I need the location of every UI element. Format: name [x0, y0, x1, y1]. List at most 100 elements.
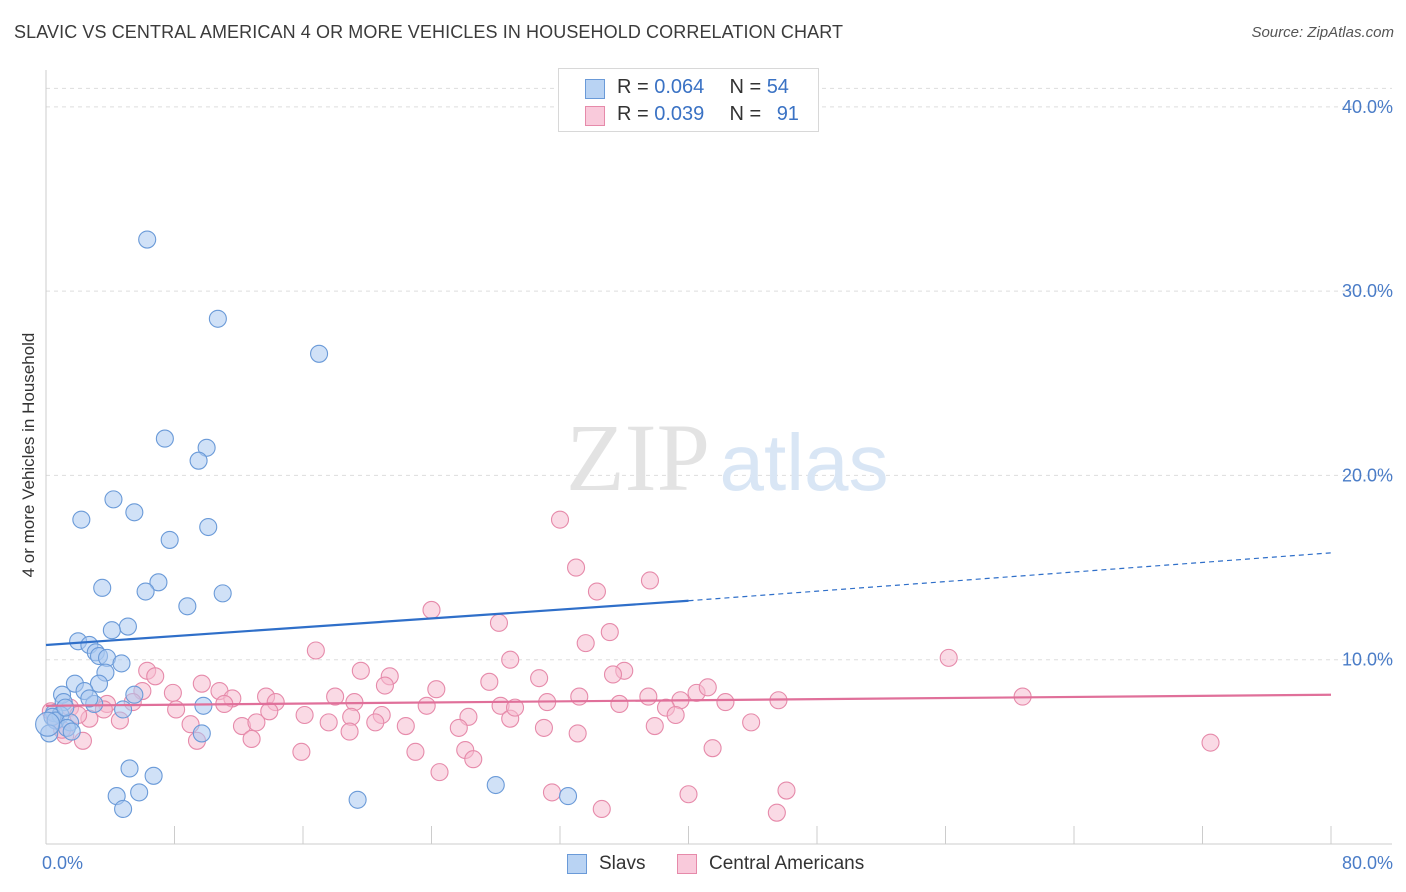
slavs-point [72, 510, 91, 529]
slavs-point [120, 759, 139, 778]
central-american-point [306, 641, 325, 660]
slavs-point [160, 530, 179, 549]
central-american-point [192, 674, 211, 693]
central-american-point [645, 717, 664, 736]
legend-swatch-slavs [585, 79, 605, 99]
central-american-point [587, 582, 606, 601]
central-american-point [295, 705, 314, 725]
slavs-point [558, 787, 578, 806]
y-tick-label: 40.0% [1342, 97, 1393, 117]
correlation-legend: R = 0.064 N = 54 R = 0.039 N = 91 [558, 68, 819, 132]
slavs-point [114, 700, 133, 719]
y-tick-label: 30.0% [1342, 281, 1393, 301]
central-american-point [639, 687, 658, 706]
slavs-point [80, 689, 99, 708]
central-american-point [505, 698, 525, 717]
slavs-point [194, 696, 213, 715]
series-legend: Slavs Central Americans [0, 852, 1406, 878]
central-american-point [163, 683, 182, 702]
central-american-points [41, 510, 1220, 822]
central-american-point [501, 650, 520, 669]
slavs-point [56, 698, 75, 717]
slavs-point [310, 344, 329, 363]
legend-row-central: R = 0.039 N = 91 [559, 102, 818, 128]
source-label: Source: ZipAtlas.com [1251, 24, 1394, 41]
central-american-point [1201, 733, 1220, 752]
central-american-point [396, 717, 415, 736]
slavs-point [348, 790, 367, 809]
slavs-point [149, 573, 168, 592]
legend-n-value-central: 91 [776, 103, 799, 125]
legend-n-label: N = [729, 103, 767, 125]
watermark-atlas: atlas [720, 418, 889, 507]
central-american-point [449, 718, 468, 737]
legend-r-value-slavs: 0.064 [654, 76, 705, 98]
central-american-point [610, 694, 629, 713]
legend-n-label: N = [729, 76, 767, 98]
central-american-point [406, 742, 425, 761]
central-american-point [534, 718, 553, 737]
central-american-point [698, 678, 717, 697]
central-american-point [242, 729, 261, 749]
slavs-point [192, 724, 211, 743]
central-american-point [939, 648, 958, 667]
central-american-point [351, 661, 370, 680]
legend-r-value-central: 0.039 [654, 103, 705, 125]
central-american-point [600, 623, 619, 642]
central-american-point [716, 693, 735, 712]
central-american-point [480, 672, 499, 691]
central-american-point [430, 763, 449, 782]
slavs-point [114, 799, 133, 819]
central-american-point [375, 676, 394, 695]
watermark: ZIP atlas [566, 404, 888, 511]
slavs-point [178, 597, 197, 616]
series-label-slavs: Slavs [599, 853, 646, 874]
central-american-point [489, 613, 509, 632]
slavs-point [197, 438, 216, 457]
central-american-point [340, 722, 359, 741]
central-american-point [666, 705, 685, 725]
slavs-point [112, 654, 131, 673]
series-swatch-central [677, 854, 697, 874]
watermark-zip: ZIP [566, 404, 710, 511]
y-tick-label: 20.0% [1342, 465, 1393, 485]
slavs-point [213, 584, 232, 603]
legend-r-label: R = [617, 76, 655, 98]
central-american-point [464, 750, 483, 769]
x-tick-labels: 0.0% 80.0% [42, 853, 1393, 873]
legend-swatch-central [585, 106, 605, 126]
central-american-point [603, 665, 623, 684]
central-american-point [292, 742, 311, 761]
grid-lines [46, 87, 1392, 661]
central-american-point [640, 571, 660, 590]
central-american-trend-line [45, 693, 1332, 707]
slavs-point [93, 578, 112, 597]
central-american-point [703, 739, 722, 758]
slavs-point [125, 503, 144, 522]
central-american-point [767, 803, 786, 822]
slavs-point [102, 621, 121, 640]
series-label-central: Central Americans [709, 853, 865, 874]
y-tick-label: 10.0% [1342, 650, 1393, 670]
central-american-point [679, 785, 698, 804]
legend-row-slavs: R = 0.064 N = 54 [559, 75, 818, 101]
slavs-points [35, 230, 578, 819]
legend-r-label: R = [617, 103, 655, 125]
slavs-point [138, 230, 157, 249]
slavs-point [144, 766, 163, 785]
slavs-point [89, 674, 109, 693]
x-tick-label: 80.0% [1342, 853, 1393, 873]
central-american-point [742, 713, 761, 732]
chart-title: SLAVIC VS CENTRAL AMERICAN 4 OR MORE VEH… [14, 22, 844, 42]
central-american-point [417, 696, 436, 715]
slavs-point [118, 617, 137, 636]
series-swatch-slavs [567, 854, 587, 874]
slavs-trend-line [45, 599, 689, 647]
central-american-point [146, 667, 165, 686]
slavs-point [199, 517, 218, 537]
central-american-point [550, 510, 570, 529]
slavs-point [130, 783, 149, 802]
slavs-point [125, 685, 144, 704]
slavs-point [208, 309, 227, 328]
central-american-point [366, 713, 385, 732]
